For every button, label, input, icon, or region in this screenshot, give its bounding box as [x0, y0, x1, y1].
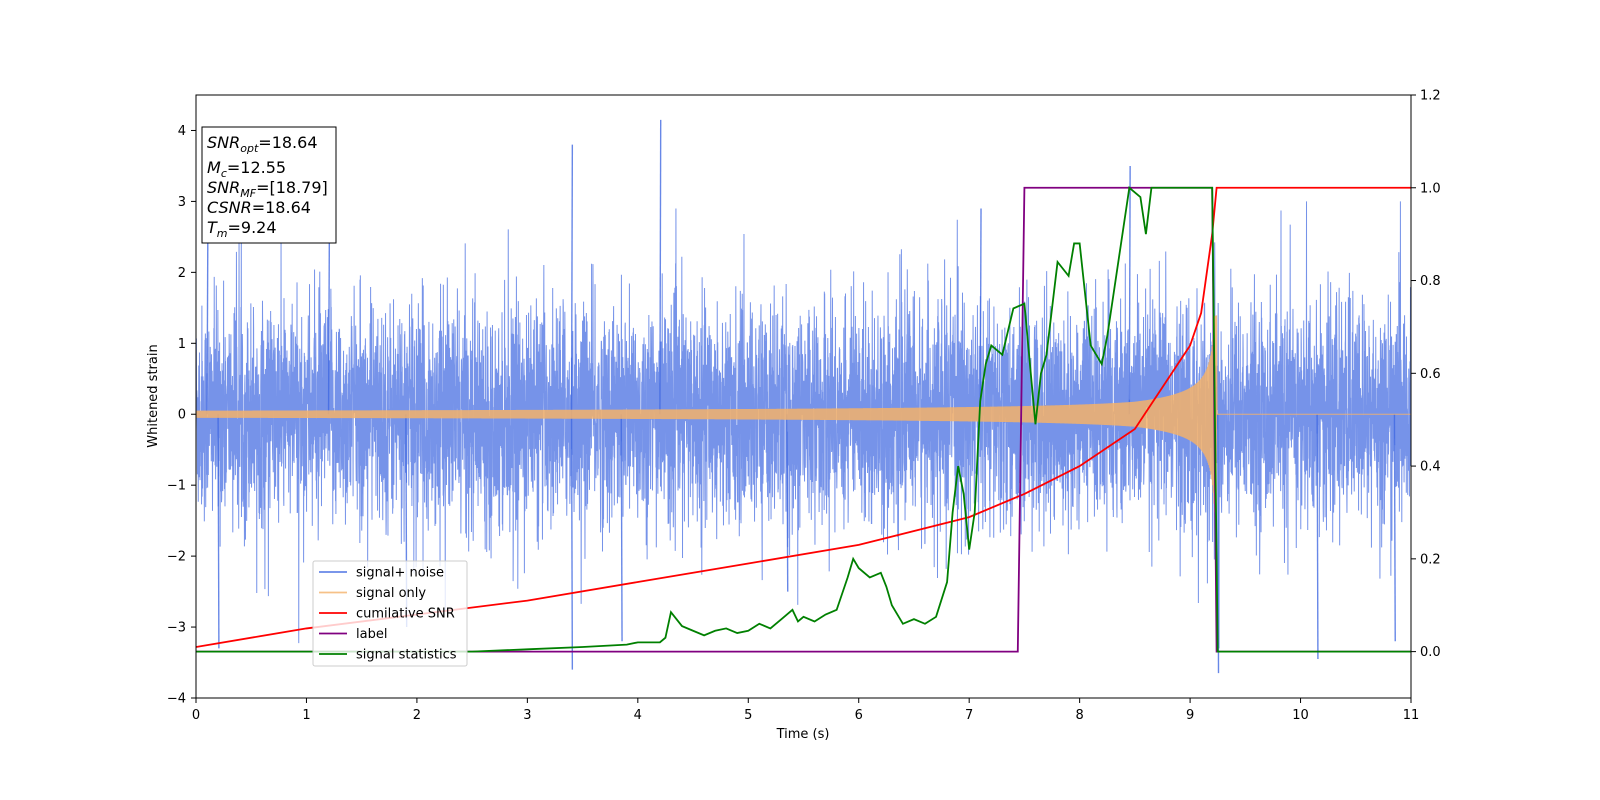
y-tick-left-label: 4: [178, 124, 186, 139]
y-tick-right-label: 0.0: [1420, 645, 1441, 660]
y-tick-right-label: 0.2: [1420, 552, 1441, 567]
y-tick-left-label: 0: [178, 408, 186, 423]
y-tick-right-label: 0.4: [1420, 460, 1441, 475]
noise-spike: [1393, 414, 1396, 642]
x-tick-label: 4: [634, 708, 642, 723]
y-tick-right-label: 0.8: [1420, 274, 1441, 289]
legend: signal+ noise signal only cumilative SNR la…: [312, 560, 468, 667]
y-tick-left-label: −3: [167, 621, 186, 636]
x-axis: 0 1 2 3 4 5 6 7 8 9 10 11: [192, 698, 1419, 723]
y-tick-left-label: 3: [178, 195, 186, 210]
plot-frame: [195, 94, 1412, 699]
y-tick-left-label: −2: [167, 550, 186, 565]
annotation-line: SNRMF=[18.79]: [207, 178, 328, 200]
noise-spike: [1316, 414, 1319, 659]
legend-label: signal+ noise: [356, 566, 444, 581]
signal-only-series: [196, 315, 1411, 513]
noise-spike: [570, 414, 574, 670]
annotation-line: Tm=9.24: [207, 218, 277, 240]
noise-spike: [217, 414, 220, 649]
y-tick-right-label: 1.2: [1420, 89, 1441, 104]
x-tick-label: 1: [302, 708, 310, 723]
cumilative-snr-line: [196, 186, 1411, 648]
y-tick-left-label: 1: [178, 337, 186, 352]
signal-statistics-line: [196, 186, 1411, 653]
noise-spike: [659, 119, 662, 415]
noise-spike: [786, 414, 789, 592]
y-tick-left-label: −1: [167, 479, 186, 494]
noise-spike: [979, 208, 982, 415]
signal-only-line: [196, 315, 1411, 513]
y-axis-label: Whitened strain: [146, 344, 161, 447]
y-tick-right-label: 1.0: [1420, 181, 1441, 196]
y-axis-right: 0.0 0.2 0.4 0.6 0.8 1.0 1.2: [1411, 89, 1441, 660]
legend-label: signal statistics: [356, 648, 457, 663]
x-tick-label: 8: [1075, 708, 1083, 723]
annotation-line: SNRopt=18.64: [207, 133, 318, 155]
legend-label: label: [356, 627, 387, 642]
x-tick-label: 6: [855, 708, 863, 723]
y-tick-right-label: 0.6: [1420, 367, 1441, 382]
noise-spike: [206, 229, 209, 415]
x-tick-label: 2: [413, 708, 421, 723]
right-axis-series: [196, 186, 1411, 653]
y-tick-left-label: 2: [178, 266, 186, 281]
x-axis-label: Time (s): [776, 727, 830, 742]
annotation-box: SNRopt=18.64 Mc=12.55SNRMF=[18.79]CSNR=18…: [201, 126, 337, 244]
x-tick-label: 5: [744, 708, 752, 723]
x-tick-label: 11: [1403, 708, 1420, 723]
y-axis-left: −4 −3 −2 −1 0 1 2 3 4: [167, 124, 196, 707]
noise-spike: [1128, 165, 1131, 415]
x-tick-label: 9: [1186, 708, 1194, 723]
legend-label: signal only: [356, 586, 426, 601]
noise-spike: [620, 414, 623, 642]
noise-spike: [1217, 414, 1220, 674]
annotation-line: Mc=12.55: [207, 158, 286, 180]
x-tick-label: 10: [1292, 708, 1309, 723]
noise-spike: [327, 236, 331, 415]
x-tick-label: 7: [965, 708, 973, 723]
x-tick-label: 3: [523, 708, 531, 723]
annotation-line: CSNR=18.64: [207, 198, 311, 217]
x-tick-label: 0: [192, 708, 200, 723]
y-tick-left-label: −4: [167, 692, 186, 707]
legend-label: cumilative SNR: [356, 607, 455, 622]
noise-spike: [570, 144, 574, 415]
